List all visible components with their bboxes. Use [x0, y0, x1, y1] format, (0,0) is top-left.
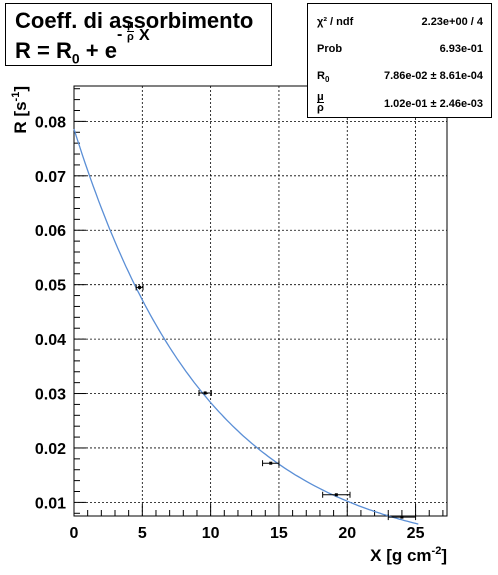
tick-labels: 0 5 10 15 20 25 0.01 0.02 0.03 0.04 0.05 0.06 0.07 0.…: [35, 114, 425, 542]
data-point: [138, 285, 142, 289]
exp-var: X: [138, 27, 150, 44]
r0-label-sub: 0: [324, 75, 330, 85]
chi2-value: 2.23e+00 / 4: [421, 16, 483, 28]
data-point: [334, 493, 338, 497]
grid-lines: [74, 86, 447, 516]
mu-num: μ: [317, 91, 324, 103]
x-tick-label: 5: [138, 525, 147, 542]
x-axis-label: X [g cm-2]: [370, 545, 447, 565]
data-points: [135, 284, 417, 521]
prob-value: 6.93e-01: [439, 43, 483, 55]
formula-prefix: R = R: [15, 38, 72, 63]
y-tick-label: 0.02: [35, 441, 66, 458]
fit-curve: [73, 128, 419, 525]
exp-den: ρ: [126, 31, 134, 43]
y-axis-label: R [s-1]: [10, 86, 30, 134]
data-point: [400, 515, 404, 519]
r0-label: R0: [317, 70, 329, 84]
stat-row-r0: R0 7.86e-02 ± 8.61e-04: [317, 70, 483, 90]
r0-label-main: R: [317, 70, 325, 82]
y-tick-label: 0.01: [35, 495, 66, 512]
exp-minus: -: [116, 26, 123, 43]
y-tick-label: 0.05: [35, 278, 66, 295]
x-tick-label: 25: [407, 525, 425, 542]
stat-row-chi2: χ² / ndf 2.23e+00 / 4: [317, 16, 483, 36]
formula-mid: + e: [79, 38, 117, 63]
y-tick-label: 0.03: [35, 387, 66, 404]
chi2-label: χ² / ndf: [317, 16, 354, 28]
plot-frame: [73, 85, 448, 517]
y-tick-label: 0.06: [35, 223, 66, 240]
x-tick-label: 10: [202, 525, 220, 542]
prob-label: Prob: [317, 43, 343, 55]
mu-den: ρ: [317, 102, 324, 114]
title-line1: Coeff. di assorbimento: [15, 8, 254, 33]
mu-value: 1.02e-01 ± 2.46e-03: [384, 98, 483, 110]
y-tick-label: 0.04: [35, 332, 66, 349]
x-tick-label: 15: [270, 525, 288, 542]
exp-num: μ: [127, 19, 134, 31]
data-point: [269, 461, 273, 465]
data-point: [203, 391, 207, 395]
y-tick-label: 0.08: [35, 114, 66, 131]
r0-value: 7.86e-02 ± 8.61e-04: [384, 70, 483, 82]
x-tick-label: 0: [70, 525, 79, 542]
stats-box: χ² / ndf 2.23e+00 / 4 Prob 6.93e-01 R0 7…: [307, 3, 492, 118]
stat-row-prob: Prob 6.93e-01: [317, 43, 483, 63]
formula-sub: 0: [71, 50, 80, 67]
y-tick-label: 0.07: [35, 169, 66, 186]
axis-ticks: [73, 88, 444, 516]
x-tick-label: 20: [338, 525, 356, 542]
